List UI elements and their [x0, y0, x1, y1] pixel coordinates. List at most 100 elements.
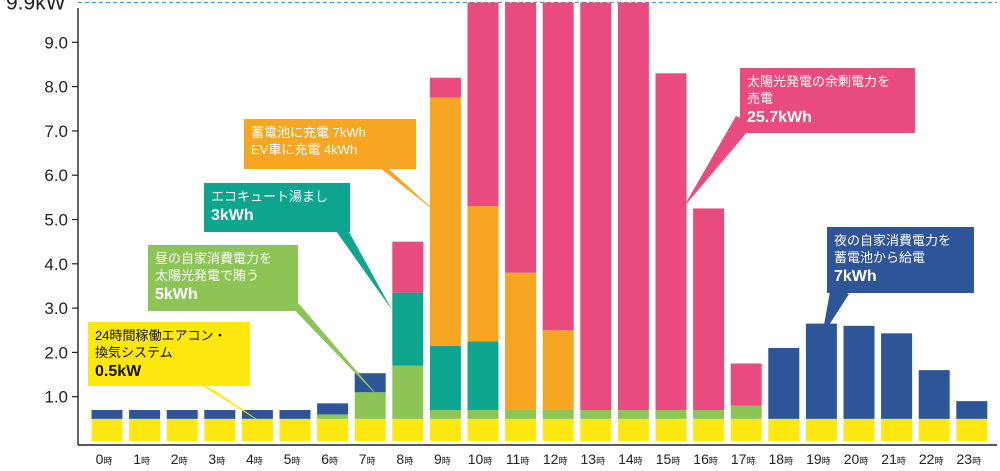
bar-aircon-12: [542, 418, 574, 441]
bar-solar_selfuse-11: [505, 409, 537, 419]
bar-aircon-14: [617, 418, 649, 441]
bar-charging-10: [467, 206, 499, 342]
y-tick-label: 8.0: [44, 78, 68, 97]
x-tick-label: 2時: [171, 451, 188, 467]
bar-charging-9: [429, 97, 461, 346]
x-tick-label: 6時: [321, 451, 338, 467]
x-tick-label: 9時: [434, 451, 451, 467]
bar-battery_night-23: [956, 401, 988, 419]
annotation-sell-line1: 太陽光発電の余剰電力を: [747, 74, 891, 89]
bar-sell-14: [617, 2, 649, 410]
y-tick-label: 7.0: [44, 122, 68, 141]
annotation-ecocute: エコキュート湯まし 3kWh: [204, 183, 350, 232]
annotation-night-value: 7kWh: [834, 268, 877, 285]
callout-pointer-battery_night: [822, 286, 849, 336]
callout-pointer-sell: [683, 116, 754, 208]
bar-solar_selfuse-6: [317, 414, 349, 419]
bar-battery_night-0: [91, 409, 123, 419]
bar-battery_night-5: [279, 409, 311, 419]
bar-sell-15: [655, 73, 687, 410]
bar-solar_selfuse-16: [693, 409, 725, 419]
x-tick-label: 3時: [208, 451, 225, 467]
bar-aircon-18: [768, 418, 800, 441]
x-tick-label: 11時: [506, 451, 530, 467]
annotation-battery-night: 夜の自家消費電力を 蓄電池から給電 7kWh: [827, 227, 974, 293]
y-max-label: 9.9kW: [6, 0, 66, 14]
bar-solar_selfuse-13: [580, 409, 612, 419]
bar-solar_selfuse-7: [354, 392, 386, 419]
bar-charging-12: [542, 330, 574, 410]
bar-solar_selfuse-9: [429, 409, 461, 419]
bar-battery_night-20: [843, 325, 875, 419]
bar-sell-17: [730, 363, 762, 406]
annotation-sell: 太陽光発電の余剰電力を 売電 25.7kWh: [740, 68, 915, 133]
annotation-sell-line2: 売電: [747, 91, 774, 106]
annotation-solar-line2: 太陽光発電で賄う: [155, 268, 260, 283]
bar-aircon-2: [166, 418, 198, 441]
annotation-aircon-value: 0.5kW: [95, 363, 142, 380]
bar-aircon-0: [91, 418, 123, 441]
bar-aircon-20: [843, 418, 875, 441]
bar-aircon-15: [655, 418, 687, 441]
bar-charging-11: [505, 272, 537, 410]
bar-aircon-19: [805, 418, 837, 441]
bar-solar_selfuse-10: [467, 409, 499, 419]
annotation-charging: 蓄電池に充電 7kWh EV車に充電 4kWh: [244, 119, 416, 169]
bar-battery_night-19: [805, 323, 837, 419]
bar-aircon-8: [392, 418, 424, 441]
bar-battery_night-1: [129, 409, 161, 419]
bar-battery_night-22: [918, 370, 950, 419]
callout-pointer-solar_selfuse: [281, 296, 385, 404]
bar-sell-9: [429, 77, 461, 98]
x-tick-label: 16時: [693, 451, 718, 467]
x-tick-label: 0時: [96, 451, 113, 467]
bar-ecocute-9: [429, 345, 461, 410]
bar-aircon-6: [317, 418, 349, 441]
callout-pointer-charging: [371, 161, 436, 212]
x-tick-label: 23時: [957, 451, 982, 467]
bar-aircon-21: [881, 418, 913, 441]
x-tick-label: 18時: [769, 451, 794, 467]
x-tick-label: 10時: [468, 451, 493, 467]
bar-aircon-1: [129, 418, 161, 441]
x-tick-label: 20時: [844, 451, 869, 467]
x-tick-label: 21時: [881, 451, 906, 467]
bar-battery_night-4: [241, 409, 273, 419]
y-tick-label: 2.0: [44, 343, 68, 362]
annotation-charging-line2: EV車に充電 4kWh: [251, 142, 358, 157]
annotation-aircon-line2: 換気システム: [95, 345, 173, 360]
bar-sell-12: [542, 2, 574, 331]
bar-sell-16: [693, 208, 725, 410]
bar-sell-8: [392, 241, 424, 293]
y-tick-label: 5.0: [44, 211, 68, 230]
bar-aircon-5: [279, 418, 311, 441]
annotation-aircon-line1: 24時間稼働エアコン・: [95, 328, 227, 343]
bar-solar_selfuse-12: [542, 409, 574, 419]
callout-pointer-aircon: [196, 382, 270, 428]
x-tick-label: 8時: [396, 451, 413, 467]
x-tick-label: 17時: [731, 451, 756, 467]
y-tick-label: 9.0: [44, 33, 68, 52]
annotation-solar-value: 5kWh: [155, 286, 198, 303]
bar-battery_night-3: [204, 409, 236, 419]
bar-ecocute-10: [467, 341, 499, 410]
annotation-charging-line1: 蓄電池に充電 7kWh: [251, 125, 366, 140]
annotation-sell-value: 25.7kWh: [747, 109, 812, 126]
bar-aircon-23: [956, 418, 988, 441]
y-tick-label: 4.0: [44, 255, 68, 274]
bar-aircon-22: [918, 418, 950, 441]
x-tick-label: 14時: [618, 451, 643, 467]
bar-sell-11: [505, 2, 537, 273]
y-tick-label: 3.0: [44, 299, 68, 318]
bar-sell-13: [580, 2, 612, 410]
bar-ecocute-8: [392, 292, 424, 366]
x-tick-label: 15時: [656, 451, 681, 467]
callout-pointer-ecocute: [331, 224, 392, 310]
bar-solar_selfuse-14: [617, 409, 649, 419]
annotation-night-line1: 夜の自家消費電力を: [834, 233, 952, 248]
annotation-aircon: 24時間稼働エアコン・ 換気システム 0.5kW: [88, 322, 250, 386]
y-tick-label: 1.0: [44, 388, 68, 407]
bar-battery_night-6: [317, 403, 349, 415]
bar-battery_night-21: [881, 333, 913, 419]
